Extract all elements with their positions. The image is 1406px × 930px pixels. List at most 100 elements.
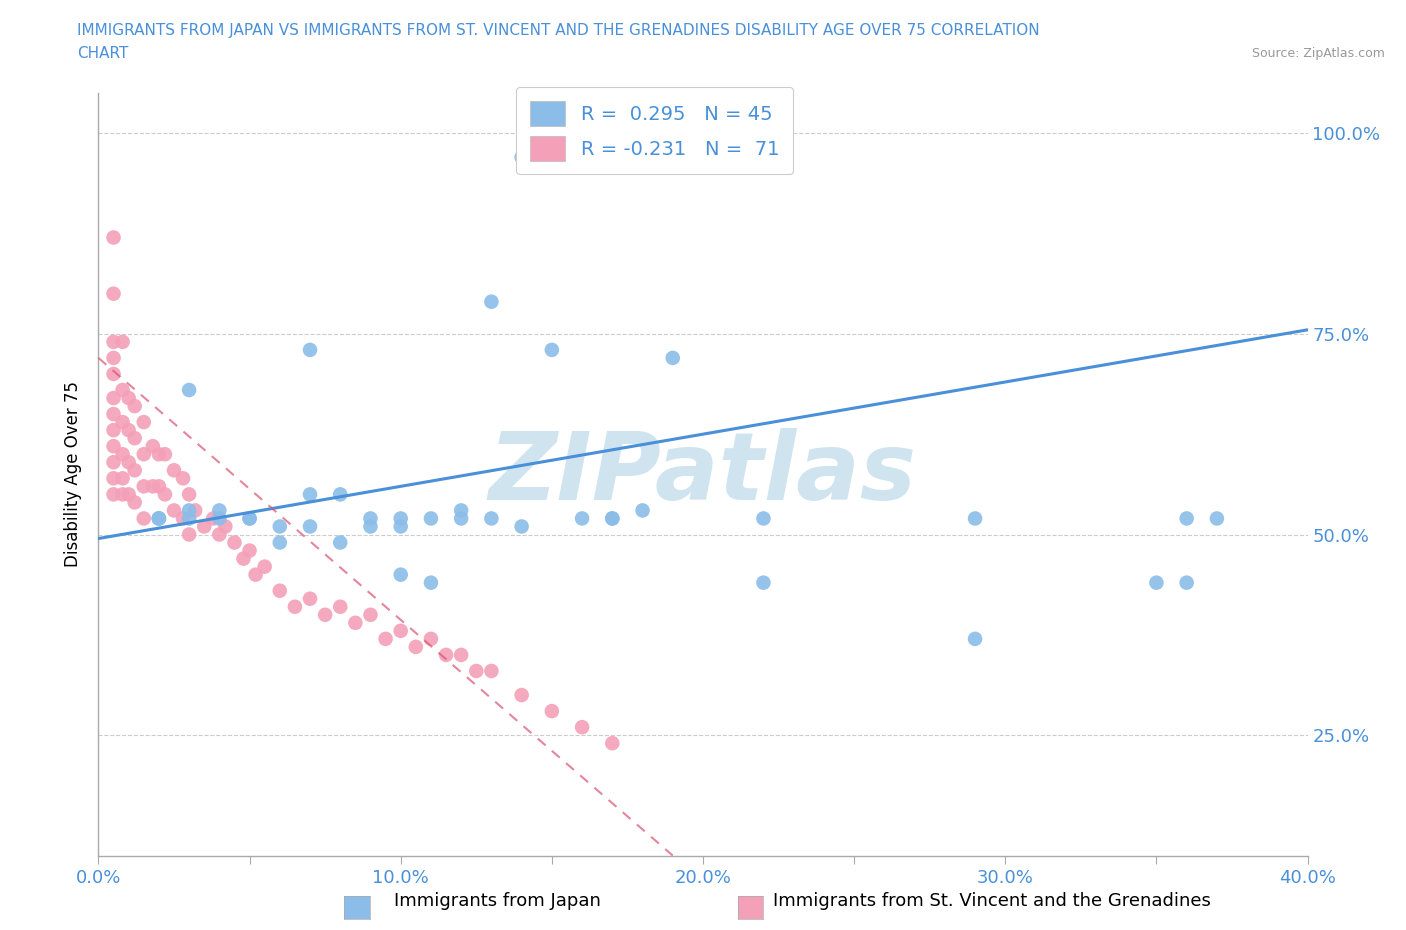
Point (360, 519, 382, 534)
Point (405, 640, 427, 655)
Point (299, 487, 322, 502)
Point (132, 415, 155, 430)
Point (239, 511, 262, 525)
Point (111, 335, 134, 350)
Point (148, 446, 170, 461)
Point (360, 511, 382, 525)
Point (103, 391, 125, 405)
Point (1144, 576, 1167, 591)
Point (103, 406, 125, 421)
Point (103, 335, 125, 350)
Point (224, 535, 246, 550)
Point (103, 471, 125, 485)
Point (284, 599, 307, 614)
Point (208, 511, 231, 525)
Point (179, 527, 201, 542)
Point (239, 543, 262, 558)
Point (360, 607, 382, 622)
Point (148, 511, 170, 525)
Point (602, 736, 624, 751)
Point (179, 487, 201, 502)
Point (148, 511, 170, 525)
Point (1206, 511, 1229, 525)
Text: ZIPatlas: ZIPatlas (489, 429, 917, 520)
Point (389, 511, 412, 525)
Point (965, 631, 987, 646)
Point (124, 431, 146, 445)
Point (450, 503, 472, 518)
Point (374, 631, 396, 646)
Point (103, 286, 125, 301)
Point (329, 535, 352, 550)
Point (434, 647, 457, 662)
Point (118, 391, 141, 405)
Point (103, 366, 125, 381)
Point (202, 511, 225, 525)
Point (389, 567, 412, 582)
Legend: R =  0.295   N = 45, R = -0.231   N =  71: R = 0.295 N = 45, R = -0.231 N = 71 (516, 87, 793, 175)
Text: CHART: CHART (77, 46, 129, 61)
Point (208, 527, 231, 542)
Point (103, 455, 125, 470)
Point (344, 616, 367, 631)
Point (179, 382, 201, 397)
Point (299, 591, 322, 606)
Point (420, 511, 443, 525)
Point (510, 687, 533, 702)
Point (124, 495, 146, 510)
Point (602, 511, 624, 525)
Point (510, 150, 533, 165)
Point (153, 446, 176, 461)
Point (752, 511, 775, 525)
Point (299, 519, 322, 534)
Point (208, 503, 231, 518)
Point (389, 519, 412, 534)
Point (142, 479, 165, 494)
Point (540, 342, 562, 357)
Point (239, 511, 262, 525)
Point (103, 423, 125, 438)
Point (299, 342, 322, 357)
Point (329, 599, 352, 614)
Point (111, 471, 134, 485)
Point (132, 511, 155, 525)
Point (245, 567, 267, 582)
Point (163, 503, 186, 518)
Point (329, 487, 352, 502)
Point (132, 479, 155, 494)
Point (118, 423, 141, 438)
Point (111, 415, 134, 430)
Point (965, 511, 987, 525)
Point (118, 487, 141, 502)
Point (752, 576, 775, 591)
Point (153, 487, 176, 502)
Point (1175, 576, 1198, 591)
Point (450, 647, 472, 662)
Point (172, 471, 194, 485)
Point (103, 230, 125, 245)
Point (103, 351, 125, 365)
Point (111, 487, 134, 502)
Point (253, 559, 276, 574)
Point (510, 519, 533, 534)
Text: Immigrants from Japan: Immigrants from Japan (394, 892, 600, 910)
Point (481, 663, 503, 678)
Point (450, 511, 472, 525)
Text: Immigrants from St. Vincent and the Grenadines: Immigrants from St. Vincent and the Gren… (773, 892, 1211, 910)
Point (142, 439, 165, 454)
Point (269, 583, 291, 598)
Point (389, 623, 412, 638)
Point (172, 511, 194, 525)
Text: IMMIGRANTS FROM JAPAN VS IMMIGRANTS FROM ST. VINCENT AND THE GRENADINES DISABILI: IMMIGRANTS FROM JAPAN VS IMMIGRANTS FROM… (77, 23, 1040, 38)
Point (540, 704, 562, 719)
Point (103, 487, 125, 502)
Point (179, 503, 201, 518)
Point (1175, 511, 1198, 525)
Point (232, 551, 254, 566)
Point (631, 503, 654, 518)
Point (214, 519, 236, 534)
Point (193, 519, 215, 534)
Point (111, 382, 134, 397)
Point (571, 511, 593, 525)
Point (269, 535, 291, 550)
